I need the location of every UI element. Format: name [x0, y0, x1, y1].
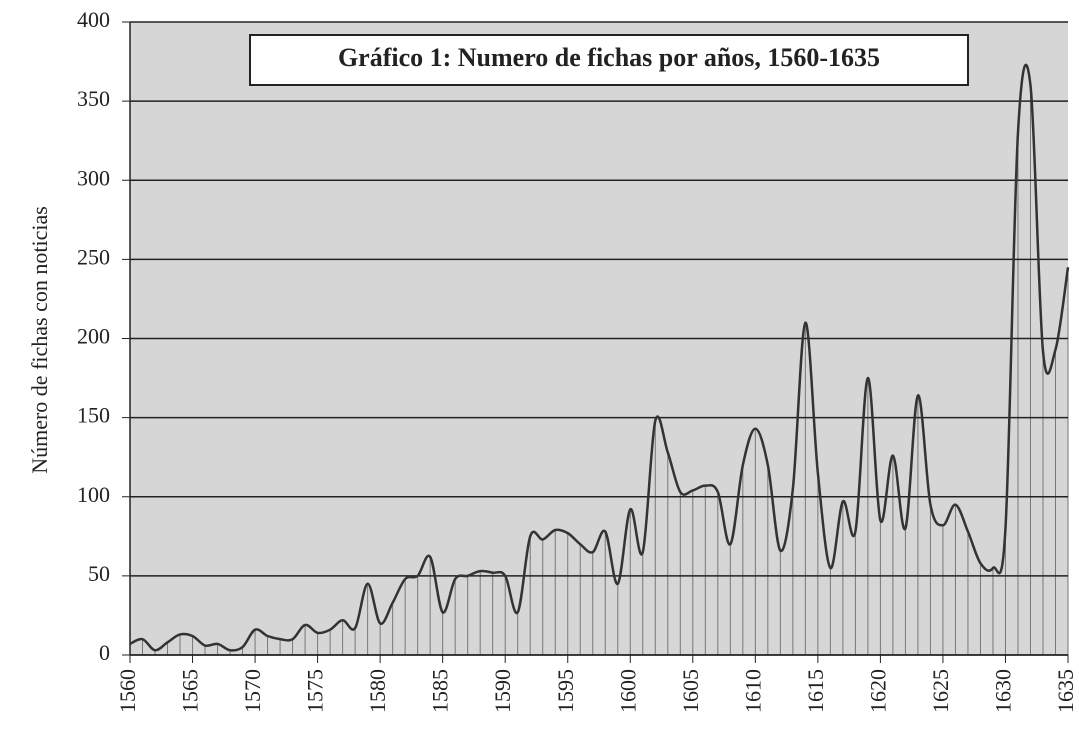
y-tick-label: 200: [77, 324, 110, 349]
x-tick-label: 1595: [553, 669, 578, 713]
y-tick-label: 100: [77, 482, 110, 507]
x-tick-label: 1570: [240, 669, 265, 713]
x-tick-label: 1585: [428, 669, 453, 713]
x-tick-label: 1590: [490, 669, 515, 713]
x-tick-label: 1625: [928, 669, 953, 713]
y-tick-label: 50: [88, 561, 110, 586]
x-tick-label: 1575: [303, 669, 328, 713]
x-tick-label: 1620: [865, 669, 890, 713]
x-tick-label: 1615: [803, 669, 828, 713]
x-tick-label: 1630: [991, 669, 1016, 713]
x-tick-label: 1600: [615, 669, 640, 713]
y-tick-label: 300: [77, 165, 110, 190]
y-axis-label: Número de fichas con noticias: [27, 206, 52, 474]
x-tick-label: 1580: [365, 669, 390, 713]
x-tick-label: 1610: [740, 669, 765, 713]
y-tick-label: 350: [77, 86, 110, 111]
data-line: [129, 63, 1070, 652]
x-tick-label: 1635: [1053, 669, 1078, 713]
title-box: [249, 34, 969, 86]
y-tick-label: 400: [77, 7, 110, 32]
x-tick-label: 1565: [178, 669, 203, 713]
y-tick-label: 250: [77, 244, 110, 269]
x-tick-label: 1605: [678, 669, 703, 713]
y-tick-label: 150: [77, 403, 110, 428]
chart-title: Gráfico 1: Numero de fichas por años, 15…: [338, 43, 880, 72]
x-tick-label: 1560: [115, 669, 140, 713]
y-tick-label: 0: [99, 640, 110, 665]
